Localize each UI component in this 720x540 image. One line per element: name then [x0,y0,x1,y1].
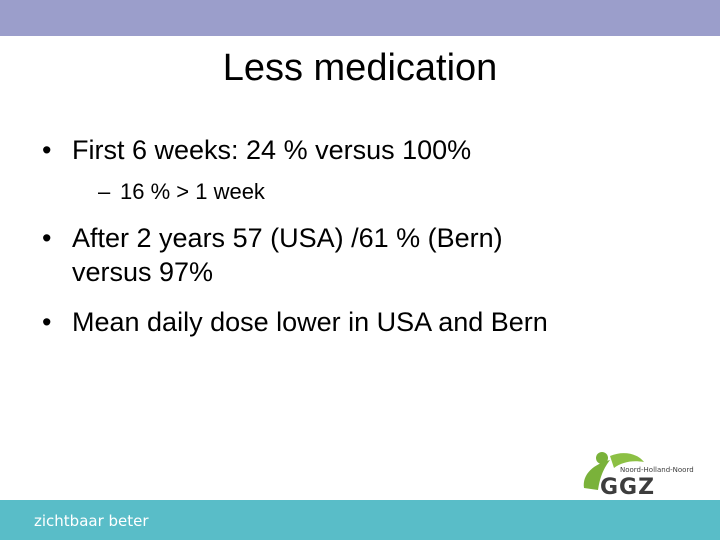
bottom-band [0,500,720,540]
footer-tagline: zichtbaar beter [34,512,149,530]
leaf-figure-icon: Noord-Holland-Noord GGZ [583,452,694,498]
bullet-marker: • [42,135,52,165]
logo-subtitle: Noord-Holland-Noord [620,466,694,474]
bullet-text: Mean daily dose lower in USA and Bern [72,307,548,337]
bullet-marker: • [42,223,52,253]
ggz-logo: Noord-Holland-Noord GGZ [580,446,710,498]
bullet-text: First 6 weeks: 24 % versus 100% [72,135,472,165]
bullet-text-line-1: After 2 years 57 (USA) /61 % (Bern) [72,223,503,253]
sub-bullet-marker: – [98,179,111,204]
logo-wordmark: GGZ [600,475,655,498]
top-band [0,0,720,36]
slide-title: Less medication [222,47,498,89]
bullet-text-line-2: versus 97% [72,257,214,287]
sub-bullet-text: 16 % > 1 week [120,179,265,204]
bullet-marker: • [42,307,52,337]
